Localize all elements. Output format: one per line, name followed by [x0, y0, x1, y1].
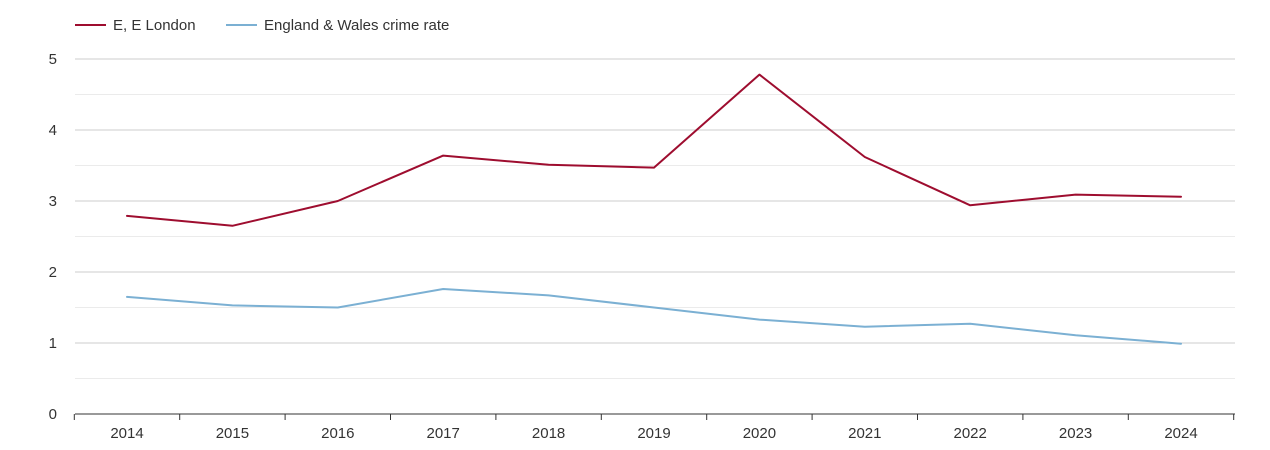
legend-label-e-london: E, E London: [113, 17, 196, 34]
x-tick-label: 2020: [743, 425, 776, 442]
series-line-e-london[interactable]: [126, 73, 1182, 227]
y-tick-label: 0: [49, 406, 57, 423]
legend-item-england-wales[interactable]: England & Wales crime rate: [226, 17, 449, 34]
x-tick-label: 2017: [427, 425, 460, 442]
x-tick-label: 2024: [1164, 425, 1197, 442]
x-axis: 2014 2015 2016 2017 2018 2019 2020 2021 2022 2023…: [73, 413, 1235, 442]
x-tick-label: 2023: [1059, 425, 1092, 442]
x-tick-label: 2019: [637, 425, 670, 442]
x-tick-label: 2015: [216, 425, 249, 442]
y-tick-label: 5: [49, 51, 57, 68]
series-layer: [126, 73, 1182, 345]
legend-item-e-london[interactable]: E, E London: [75, 17, 196, 34]
y-tick-label: 3: [49, 193, 57, 210]
x-tick-label: 2014: [110, 425, 143, 442]
x-tick-label: 2018: [532, 425, 565, 442]
y-tick-label: 4: [49, 122, 57, 139]
x-tick-label: 2016: [321, 425, 354, 442]
series-line-england-wales[interactable]: [126, 288, 1182, 345]
legend: E, E London England & Wales crime rate: [75, 17, 449, 34]
gridlines: [75, 58, 1235, 379]
y-axis: 0 1 2 3 4 5: [49, 51, 57, 423]
x-tick-label: 2022: [954, 425, 987, 442]
y-tick-label: 1: [49, 335, 57, 352]
legend-label-england-wales: England & Wales crime rate: [264, 17, 449, 34]
x-tick-label: 2021: [848, 425, 881, 442]
y-tick-label: 2: [49, 264, 57, 281]
